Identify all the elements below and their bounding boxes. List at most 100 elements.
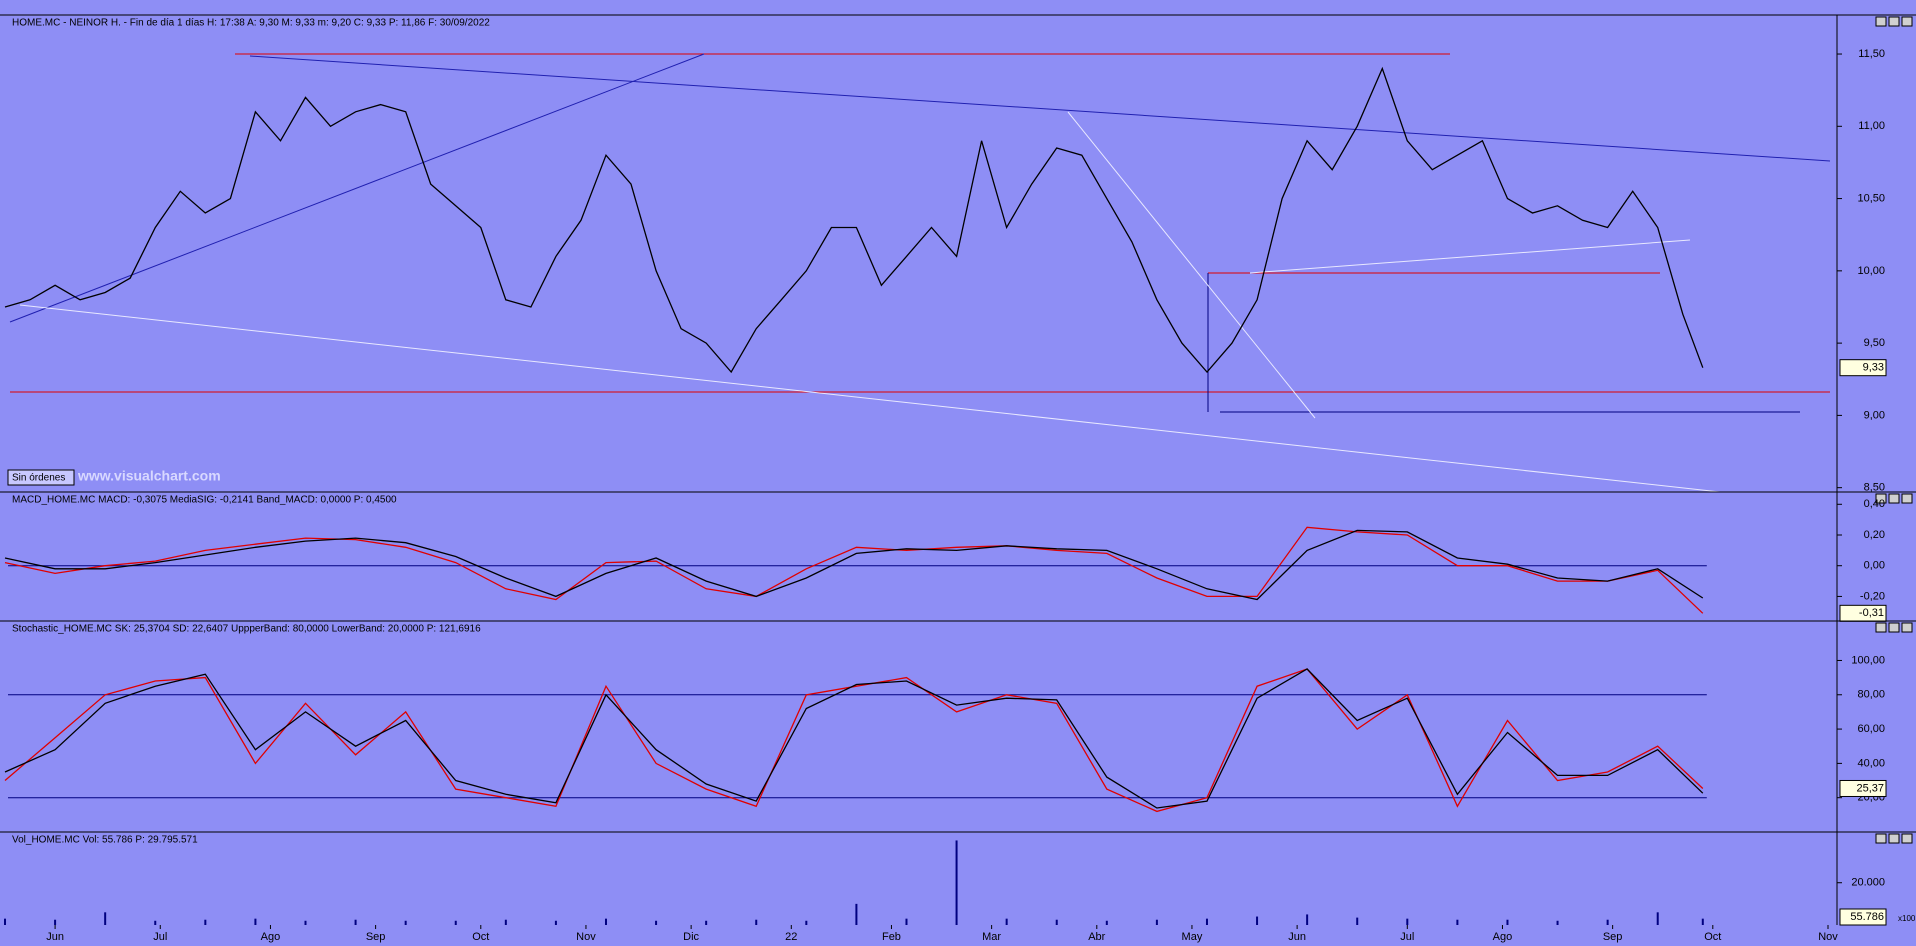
volume-bar [805, 920, 808, 925]
volume-bar [1155, 919, 1158, 925]
x-tick-label: Jun [46, 931, 64, 943]
volume-bar [1701, 918, 1704, 925]
trend-line [1249, 239, 1691, 274]
x-tick-label: Jul [153, 931, 167, 943]
window-button[interactable] [1901, 622, 1913, 633]
series-line [4, 66, 1704, 374]
y-tick-label: 9,50 [1864, 337, 1885, 349]
current-value-label: -0,31 [1859, 607, 1884, 619]
x-tick-label: Nov [576, 931, 596, 943]
panel-header: Stochastic_HOME.MC SK: 25,3704 SD: 22,64… [12, 624, 481, 635]
window-button[interactable] [1901, 833, 1913, 844]
x-tick-label: 22 [785, 931, 797, 943]
volume-bar [204, 919, 207, 925]
window-button[interactable] [1875, 493, 1887, 504]
trend-line [19, 304, 1721, 493]
y-tick-label: 20.000 [1851, 877, 1885, 889]
x-tick-label: Oct [1704, 931, 1721, 943]
panel-header: HOME.MC - NEINOR H. - Fin de día 1 días … [12, 18, 490, 29]
series-line [4, 668, 1704, 809]
volume-bar [104, 912, 107, 925]
volume-bar [1256, 916, 1259, 925]
volume-bar [354, 919, 357, 925]
x-tick-label: Jun [1288, 931, 1306, 943]
volume-bar [1055, 919, 1058, 925]
window-button[interactable] [1875, 833, 1887, 844]
volume-bar [304, 920, 307, 925]
y-tick-label: 40,00 [1857, 757, 1885, 769]
window-button[interactable] [1888, 493, 1900, 504]
y-tick-label: 80,00 [1857, 689, 1885, 701]
current-value-label: 55.786 [1850, 911, 1884, 923]
volume-bar [1456, 919, 1459, 925]
panel-header: MACD_HOME.MC MACD: -0,3075 MediaSIG: -0,… [12, 495, 397, 506]
window-button[interactable] [1901, 493, 1913, 504]
volume-bar [254, 918, 257, 925]
y-tick-label: 60,00 [1857, 723, 1885, 735]
y-tick-label: 9,00 [1864, 409, 1885, 421]
current-value-box [1839, 908, 1887, 926]
x-tick-label: Mar [982, 931, 1001, 943]
y-tick-label: 10,50 [1857, 192, 1885, 204]
window-button[interactable] [1888, 16, 1900, 27]
volume-bar [604, 918, 607, 925]
orders-box[interactable] [7, 469, 75, 486]
volume-bar [1556, 920, 1559, 925]
panel-header: Vol_HOME.MC Vol: 55.786 P: 29.795.571 [12, 835, 198, 846]
x-tick-label: Abr [1088, 931, 1105, 943]
y-tick-label: 11,50 [1858, 48, 1885, 60]
x-tick-label: May [1182, 931, 1203, 943]
y-tick-label: 10,00 [1857, 265, 1885, 277]
y-tick-label: -0,20 [1860, 590, 1885, 602]
series-line [4, 529, 1704, 601]
x-tick-label: Dic [683, 931, 699, 943]
series-line [4, 526, 1704, 614]
current-value-label: 25,37 [1856, 782, 1884, 794]
x-tick-label: Feb [882, 931, 901, 943]
volume-bar [54, 919, 57, 925]
x-tick-label: Oct [472, 931, 489, 943]
orders-label[interactable]: Sin órdenes [12, 473, 65, 484]
scale-label: x100 [1898, 914, 1916, 923]
volume-bar [1306, 914, 1309, 925]
series-line [4, 668, 1704, 813]
volume-bar [1606, 919, 1609, 925]
x-tick-label: Nov [1818, 931, 1838, 943]
window-button[interactable] [1888, 622, 1900, 633]
trend-line [9, 53, 705, 323]
volume-bar [154, 920, 157, 925]
trend-line [1067, 111, 1316, 419]
volume-bar [855, 903, 858, 925]
current-value-box [1839, 779, 1887, 797]
window-button[interactable] [1875, 16, 1887, 27]
trend-line [249, 55, 1831, 162]
volume-bar [1356, 917, 1359, 925]
y-tick-label: 100,00 [1851, 654, 1885, 666]
volume-bar [905, 918, 908, 925]
y-tick-label: 11,00 [1858, 120, 1885, 132]
volume-bar [955, 840, 958, 925]
x-tick-label: Sep [366, 931, 386, 943]
volume-bar [1506, 919, 1509, 925]
y-tick-label: 0,40 [1864, 498, 1885, 510]
x-tick-label: Sep [1603, 931, 1623, 943]
window-button[interactable] [1901, 16, 1913, 27]
window-button[interactable] [1875, 622, 1887, 633]
volume-bar [1205, 918, 1208, 925]
volume-bar [1656, 912, 1659, 925]
volume-bar [705, 920, 708, 925]
drawing-lines [9, 53, 1831, 493]
volume-bar [454, 920, 457, 925]
y-tick-label: 0,20 [1864, 529, 1885, 541]
volume-bar [1406, 918, 1409, 925]
x-tick-label: Jul [1400, 931, 1414, 943]
y-tick-label: 0,00 [1864, 560, 1885, 572]
volume-bar [4, 918, 7, 925]
current-value-label: 9,33 [1863, 362, 1884, 374]
volume-bar [1105, 920, 1108, 925]
x-tick-label: Ago [261, 931, 281, 943]
window-button[interactable] [1888, 833, 1900, 844]
volume-bar [755, 919, 758, 925]
